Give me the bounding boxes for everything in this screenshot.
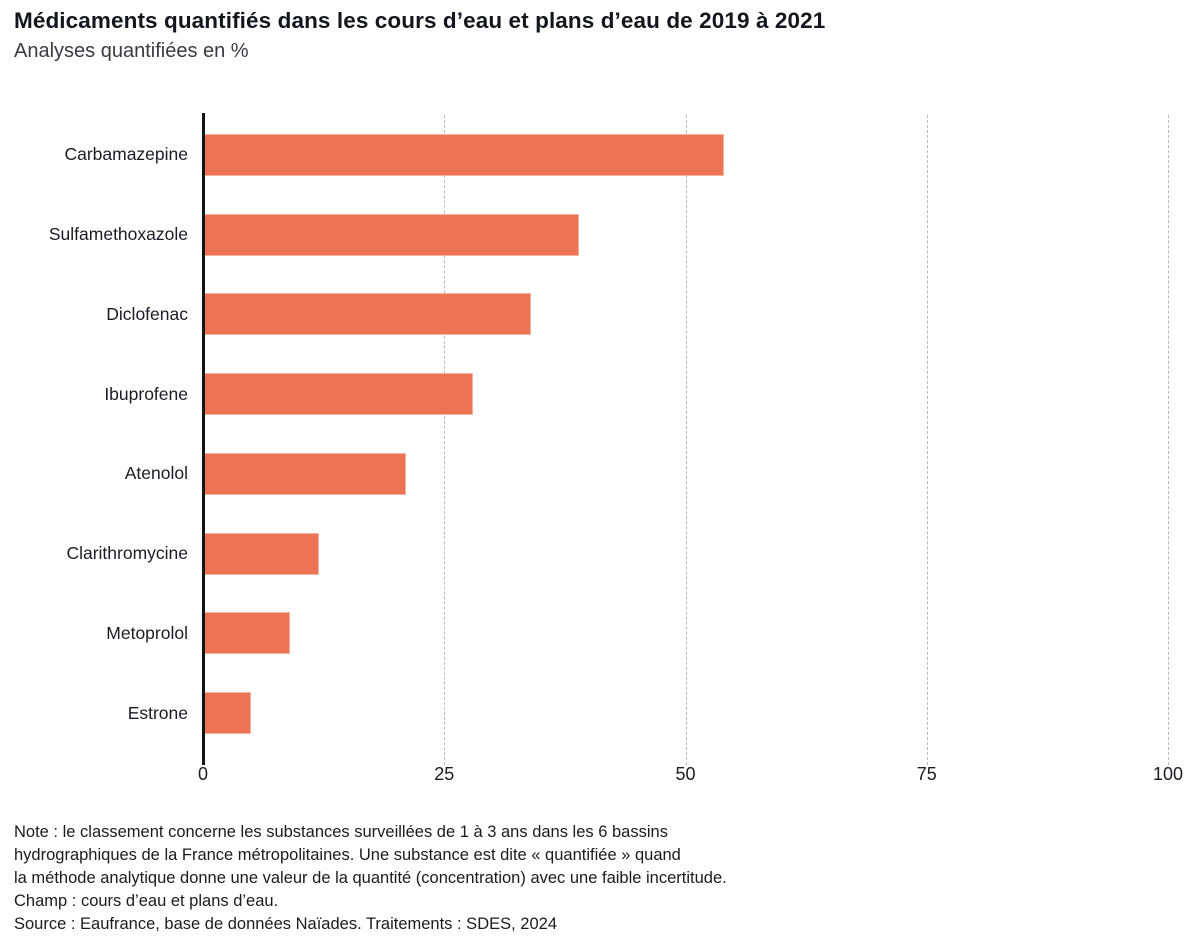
note-line: Note : le classement concerne les substa… [14,823,668,841]
category-label-ibuprofene: Ibuprofene [104,383,188,404]
bar-metoprolol [203,612,290,655]
note-line: la méthode analytique donne une valeur d… [14,869,727,887]
gridline-25 [444,115,446,765]
x-tick-label-0: 0 [197,764,209,784]
bar-estrone [203,692,252,735]
bar-ibuprofene [203,373,474,416]
category-label-sulfamethoxazole: Sulfamethoxazole [48,224,188,245]
category-label-carbamazepine: Carbamazepine [64,144,188,165]
y-axis-line [202,113,205,765]
chart-title: Médicaments quantifiés dans les cours d’… [14,8,826,33]
note-line: hydrographiques de la France métropolita… [14,846,681,864]
x-tick-label-75: 75 [916,764,937,784]
chart-header: Médicaments quantifiés dans les cours d’… [14,8,825,63]
champ-line: Champ : cours d’eau et plans d’eau. [14,892,279,910]
category-label-metoprolol: Metoprolol [106,622,188,643]
gridline-100 [1168,115,1169,765]
chart-subtitle: Analyses quantifiées en % [14,40,249,62]
x-tick-label-25: 25 [434,764,455,784]
bar-atenolol [203,452,406,495]
gridline-50 [685,115,687,765]
x-tick-label-50: 50 [675,764,696,784]
bar-sulfamethoxazole [203,213,580,256]
category-labels: Carbamazepine Sulfamethoxazole Diclofenac I… [0,115,188,753]
plot-area [203,115,1169,765]
source-line: Source : Eaufrance, base de données Naïa… [14,915,557,933]
bar-carbamazepine [203,133,725,176]
bar-clarithromycine [203,532,319,575]
chart-footnote: Note : le classement concerne les substa… [14,821,727,936]
x-tick-label-100: 100 [1152,764,1184,784]
gridline-75 [926,115,928,765]
category-label-diclofenac: Diclofenac [106,303,188,324]
category-label-estrone: Estrone [127,702,188,723]
category-label-atenolol: Atenolol [124,463,188,484]
bar-diclofenac [203,293,532,336]
category-label-clarithromycine: Clarithromycine [66,543,188,564]
x-axis: 0 25 50 75 100 [198,764,1183,790]
